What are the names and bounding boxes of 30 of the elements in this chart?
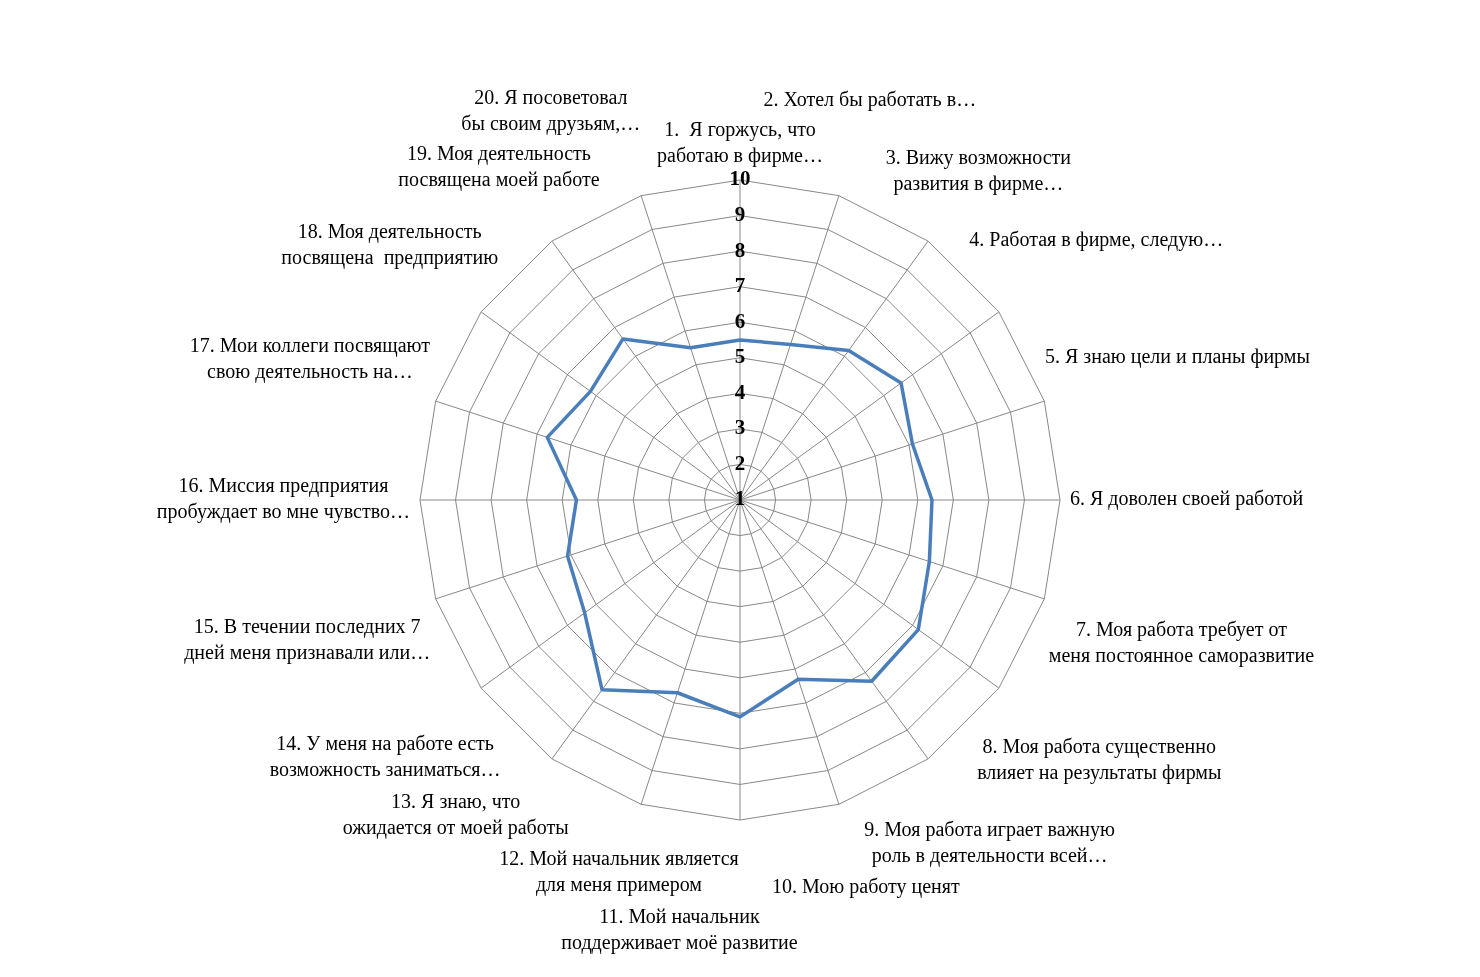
spoke-label: 12. Мой начальник является для меня примером [499,846,739,896]
spoke-label: 1. Я горжусь, что работаю в фирме… [657,118,823,168]
spoke-label: 6. Я доволен своей работой [1069,487,1304,511]
y-tick-label: 7 [734,273,746,298]
spoke-label: 18. Моя деятельность посвящена предприятию [281,219,499,269]
y-tick-label: 3 [734,415,746,440]
y-tick-label: 6 [734,308,746,333]
y-tick-label: 10 [729,166,751,191]
y-tick-label: 4 [734,379,746,404]
spoke-label: 3. Вижу возможности развития в фирме… [885,146,1072,196]
spoke-label: 15. В течении последних 7 дней меня признавали или… [184,614,431,664]
spoke-label: 10. Мою работу ценят [772,874,960,898]
spoke-label: 5. Я знаю цели и планы фирмы [1045,345,1310,369]
spoke-label: 2. Хотел бы работать в… [763,87,977,111]
spoke-label: 14. У меня на работе есть возможность заниматься… [269,732,501,781]
spoke-label: 8. Моя работа существенно влияет на результаты фирмы [977,735,1222,785]
spoke-label: 7. Моя работа требует от меня постоянное саморазвитие [1048,617,1315,667]
spoke-label: 4. Работая в фирме, следую… [969,228,1224,252]
spoke-label: 13. Я знаю, что ожидается от моей работы [342,790,569,840]
y-tick-label: 2 [734,450,746,475]
spoke-label: 16. Миссия предприятия пробуждает во мне чувство… [156,474,410,524]
spoke-label: 9. Моя работа играет важную роль в деятельности всей… [864,817,1116,867]
spoke-label: 20. Я посоветовал бы своим друзьям,… [461,86,641,136]
spoke-label: 17. Мои коллеги посвящают свою деятельность на… [189,334,431,384]
y-tick-label: 5 [734,344,746,369]
spoke-label: 11. Мой начальник поддерживает моё развитие [561,905,798,955]
y-tick-label: 8 [734,237,746,262]
y-tick-label: 1 [734,486,746,511]
spoke-label: 19. Моя деятельность посвящена моей работе [398,142,600,192]
y-tick-label: 9 [734,201,746,226]
